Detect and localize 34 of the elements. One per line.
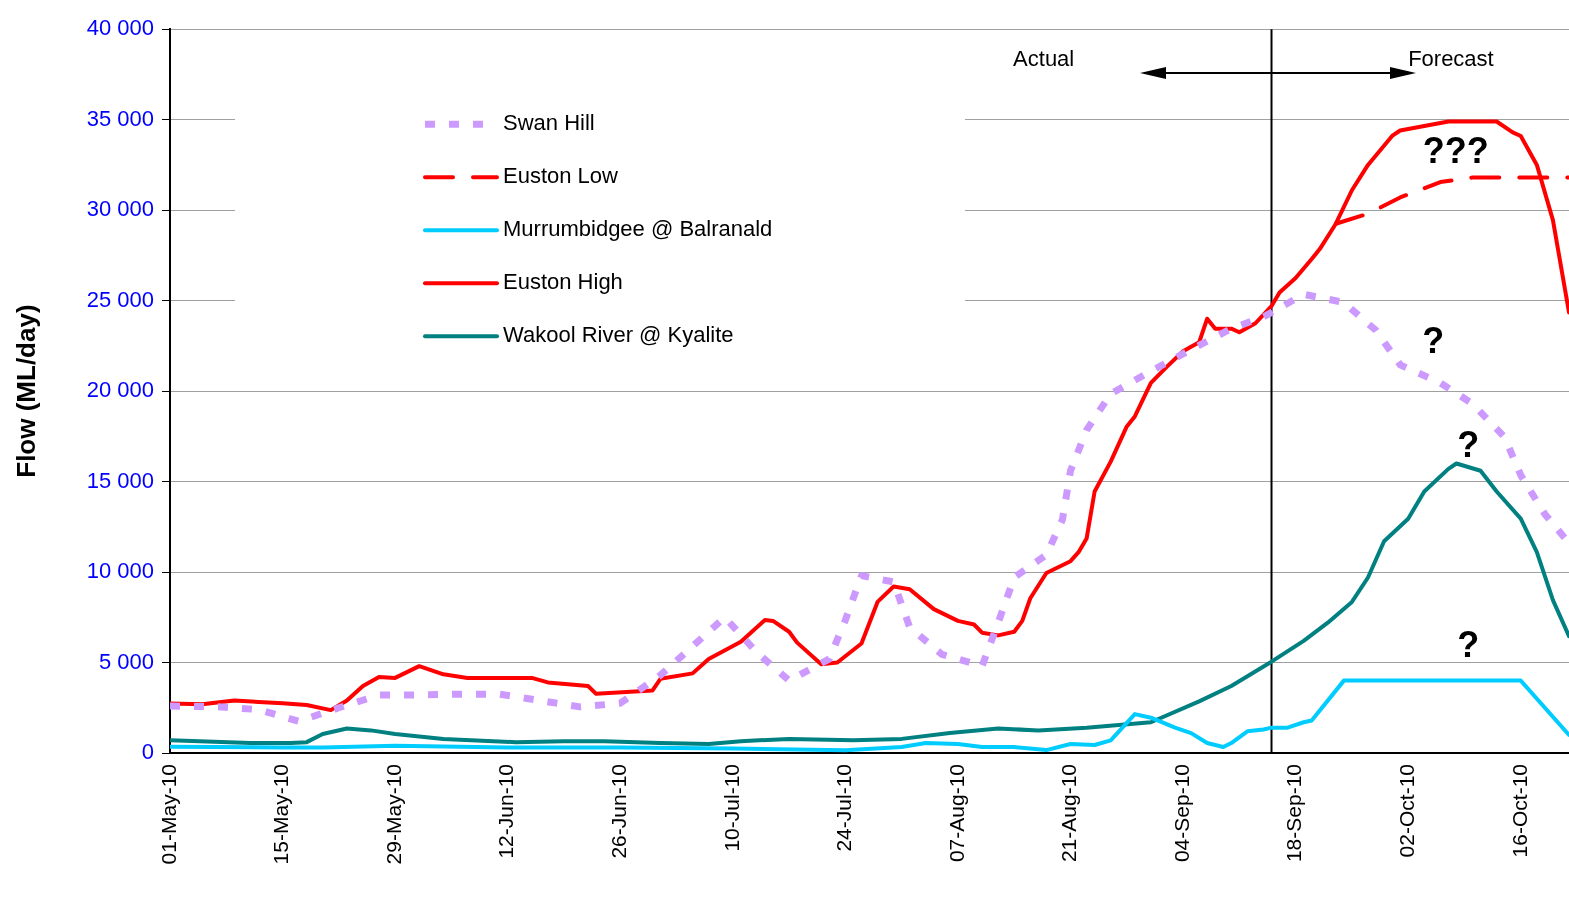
annotation: ? xyxy=(1457,623,1480,665)
y-tick-label: 20 000 xyxy=(86,377,154,403)
x-tick-label: 07-Aug-10 xyxy=(944,764,968,863)
y-tick-label: 15 000 xyxy=(86,467,154,493)
annotation: ? xyxy=(1422,320,1445,362)
y-tick-label: 40 000 xyxy=(86,15,154,41)
y-tick-label: 10 000 xyxy=(86,558,154,584)
legend-label: Euston Low xyxy=(503,163,619,189)
x-tick-label: 04-Sep-10 xyxy=(1169,764,1193,863)
y-tick-label: 30 000 xyxy=(86,196,154,222)
x-tick-label: 16-Oct-10 xyxy=(1507,764,1531,858)
x-tick-label: 10-Jul-10 xyxy=(719,764,743,852)
y-tick-label: 25 000 xyxy=(86,286,154,312)
annotation: Actual xyxy=(1013,45,1075,71)
x-tick-label: 12-Jun-10 xyxy=(494,764,518,859)
x-tick-label: 29-May-10 xyxy=(381,764,405,865)
x-tick-label: 24-Jul-10 xyxy=(832,764,856,852)
x-tick-label: 01-May-10 xyxy=(156,764,180,865)
x-tick-label: 02-Oct-10 xyxy=(1394,764,1418,858)
annotation: ? xyxy=(1457,423,1480,465)
y-tick-label: 0 xyxy=(141,739,154,765)
y-tick-label: 5 000 xyxy=(98,648,154,674)
legend-label: Murrumbidgee @ Balranald xyxy=(503,216,773,242)
y-axis-title: Flow (ML/day) xyxy=(10,304,41,478)
annotation: ??? xyxy=(1422,129,1489,171)
x-tick-label: 21-Aug-10 xyxy=(1057,764,1081,863)
annotation: Forecast xyxy=(1408,45,1494,71)
x-tick-label: 26-Jun-10 xyxy=(607,764,631,859)
legend-label: Euston High xyxy=(503,269,623,295)
x-tick-label: 18-Sep-10 xyxy=(1282,764,1306,863)
y-tick-label: 35 000 xyxy=(86,105,154,131)
legend-label: Swan Hill xyxy=(503,110,595,136)
legend-label: Wakool River @ Kyalite xyxy=(503,322,734,348)
x-tick-label: 15-May-10 xyxy=(269,764,293,865)
